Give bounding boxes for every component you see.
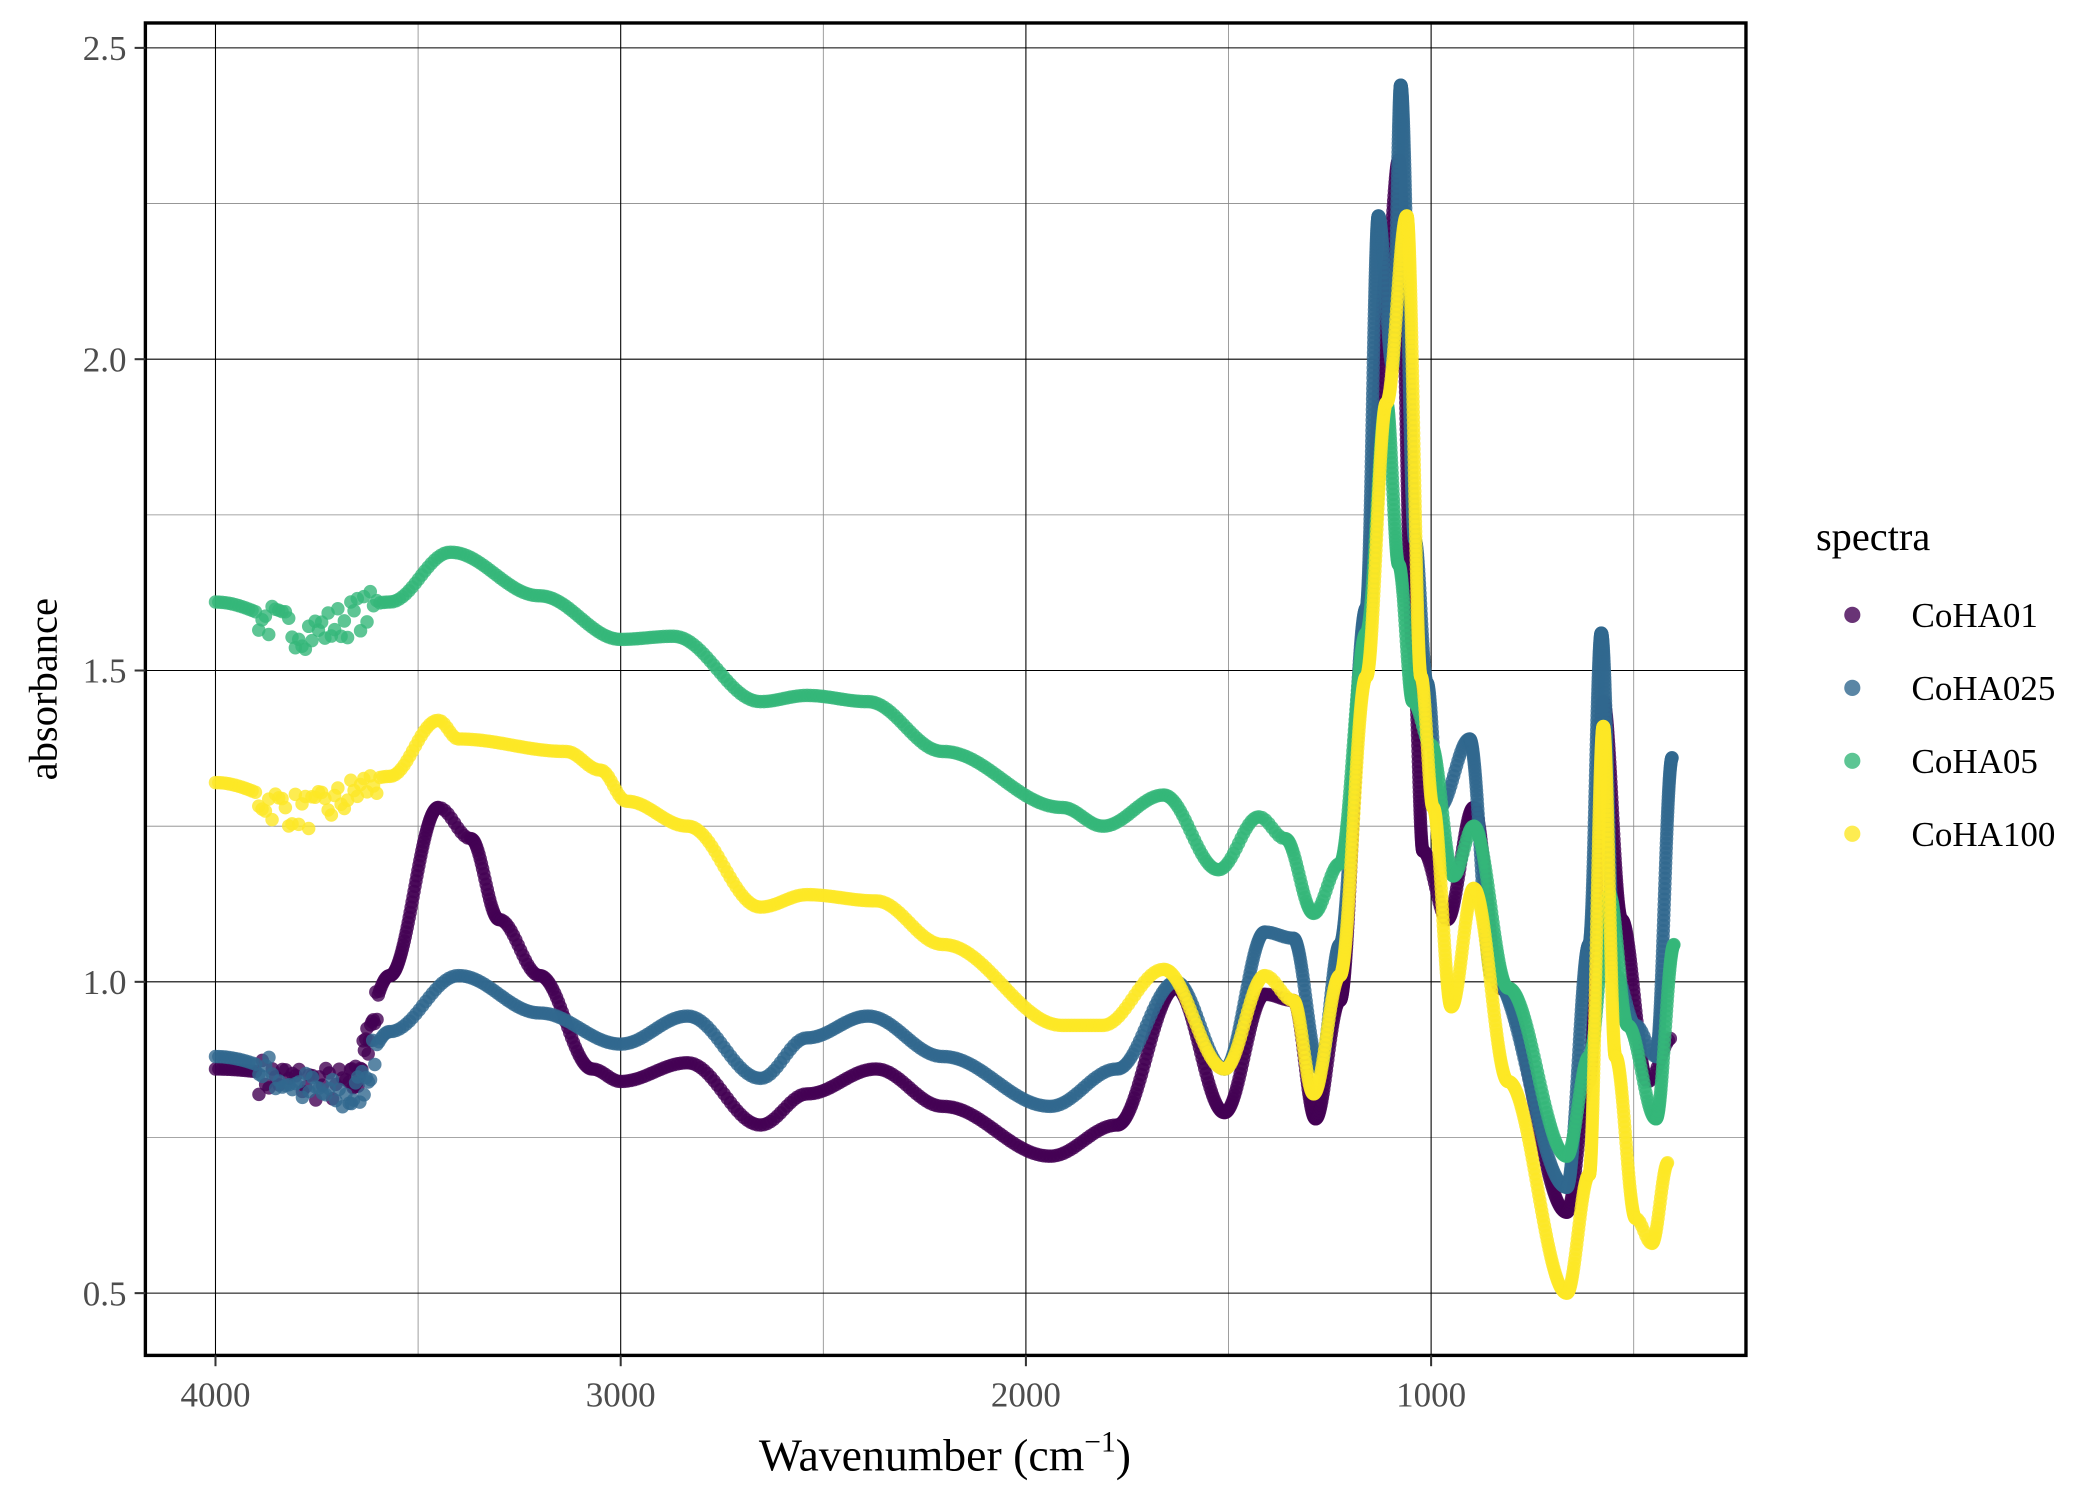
data-point [331,602,345,616]
data-point [368,1057,382,1072]
data-point [265,812,279,827]
data-point [1665,751,1679,765]
data-point [278,800,293,815]
data-point [255,1069,270,1084]
data-point [281,611,296,625]
data-points [208,78,1681,1300]
data-point [360,615,374,629]
data-point [262,1050,276,1065]
data-point [347,604,361,618]
data-point [370,786,384,801]
data-point [331,781,345,795]
grid [145,22,1746,1356]
data-point [305,633,319,648]
data-point [361,1047,375,1061]
data-point [337,614,352,628]
series-CoHA025 [208,78,1679,1195]
data-point [324,808,339,822]
data-point [248,785,263,800]
data-point [258,609,273,623]
data-point [363,1072,378,1087]
data-point [325,1073,340,1087]
data-point [370,1012,384,1027]
data-point [357,1088,371,1102]
data-point [1667,937,1681,952]
data-point [252,1087,266,1102]
data-point [301,821,316,836]
data-point [340,630,355,645]
data-point [262,627,276,642]
series-CoHA05 [208,396,1681,1163]
